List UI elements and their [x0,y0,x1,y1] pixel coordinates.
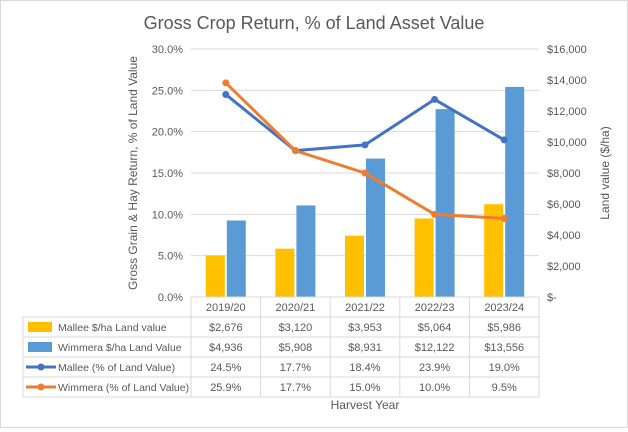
left-axis-tick-label: 0.0% [158,292,183,304]
data-point-wimmera [292,147,299,154]
right-axis-tick-label: $16,000 [547,44,587,56]
data-table: 2019/20 2020/21 2021/22 2022/23 2023/24 Malle… [23,297,539,397]
legend-key-bar [28,322,52,332]
left-axis-tick-label: 5.0% [158,251,183,263]
series-name: Mallee $/ha Land value [58,322,167,334]
category-label: 2023/24 [484,302,524,314]
data-label: 10.0% [419,382,450,394]
left-axis-tick-label: 15.0% [152,168,183,180]
data-label: 25.9% [210,382,241,394]
data-label: 15.0% [349,382,380,394]
right-axis-tick-label: $6,000 [547,199,581,211]
bar-wimmera [227,220,246,297]
series-name: Wimmera (% of Land Value) [58,382,189,394]
x-axis-title: Harvest Year [331,398,400,412]
data-label: 23.9% [419,362,450,374]
left-axis-title: Gross Grain & Hay Return, % of Land Valu… [126,56,140,290]
data-label: 9.5% [492,382,517,394]
right-axis-title: Land value ($/ha) [598,126,612,219]
right-axis-tick-label: $10,000 [547,137,587,149]
data-point-wimmera [501,215,508,222]
bar-wimmera [505,87,524,297]
chart-frame: Gross Crop Return, % of Land Asset Value… [0,0,628,428]
data-point-mallee [501,136,508,143]
data-label: $3,953 [348,322,382,334]
left-axis-tick-label: 30.0% [152,44,183,56]
data-label: 17.7% [280,382,311,394]
right-axis-tick-label: $2,000 [547,261,581,273]
bar-mallee [415,219,434,297]
series-line-wimmera [226,83,504,219]
data-point-wimmera [431,211,438,218]
lines [222,79,507,222]
right-axis-tick-label: $- [547,292,557,304]
series-name: Wimmera $/ha Land Value [58,342,182,354]
category-label: 2020/21 [276,302,316,314]
right-axis-tick-label: $8,000 [547,168,581,180]
left-axis-tick-label: 20.0% [152,127,183,139]
data-point-mallee [222,91,229,98]
data-label: $2,676 [209,322,243,334]
data-label: 18.4% [349,362,380,374]
data-label: 17.7% [280,362,311,374]
data-label: 19.0% [489,362,520,374]
bar-wimmera [296,205,315,297]
right-axis-tick-label: $4,000 [547,230,581,242]
legend-key-bar [28,342,52,352]
data-label: $4,936 [209,342,243,354]
data-label: $13,556 [484,342,524,354]
data-point-wimmera [222,79,229,86]
data-label: 24.5% [210,362,241,374]
left-axis-tick-label: 25.0% [152,85,183,97]
legend-key-marker [38,364,45,371]
right-axis-tick-label: $12,000 [547,106,587,118]
data-label: $5,986 [487,322,521,334]
category-label: 2019/20 [206,302,246,314]
data-point-mallee [431,96,438,103]
data-label: $5,908 [279,342,313,354]
data-label: $5,064 [418,322,452,334]
data-point-wimmera [362,170,369,177]
bar-wimmera [436,109,455,297]
data-label: $3,120 [279,322,313,334]
data-label: $8,931 [348,342,382,354]
category-label: 2021/22 [345,302,385,314]
bar-mallee [206,256,225,297]
bar-mallee [275,249,294,297]
series-name: Mallee (% of Land Value) [58,362,175,374]
right-axis-tick-label: $14,000 [547,75,587,87]
bar-mallee [345,236,364,297]
chart-svg: Gross Crop Return, % of Land Asset Value… [1,1,627,427]
category-label: 2022/23 [415,302,455,314]
chart-title: Gross Crop Return, % of Land Asset Value [144,13,485,33]
data-point-mallee [362,141,369,148]
left-axis-tick-label: 10.0% [152,209,183,221]
data-label: $12,122 [415,342,455,354]
legend-key-marker [38,384,45,391]
